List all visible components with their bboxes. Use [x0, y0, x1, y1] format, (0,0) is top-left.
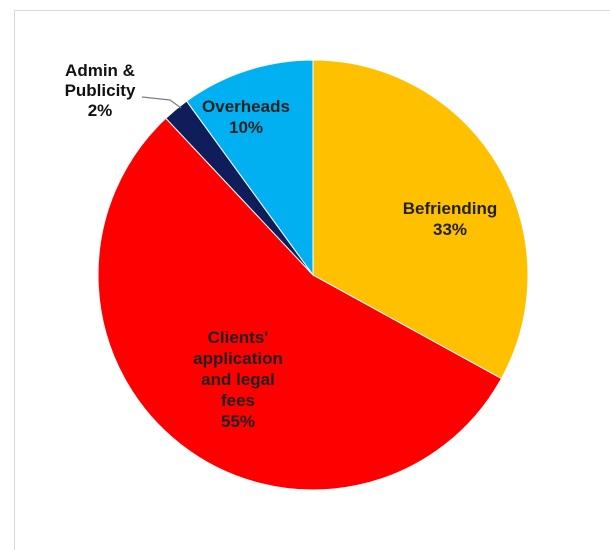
pie-chart: Befriending 33% Clients' application and leg…	[65, 59, 529, 491]
slice-category-label: Befriending	[403, 199, 497, 218]
pie-labels: Befriending 33% Clients' application and leg…	[65, 61, 498, 431]
slice-category-label: Publicity	[65, 81, 136, 100]
pie-slice-clients-application-and-legal-fees	[97, 117, 503, 491]
slice-label-clients-application-and-legal-fees: Clients' application and legal fees 55%	[193, 328, 283, 431]
pie-slices	[97, 59, 529, 491]
slice-category-label: Admin &	[65, 61, 135, 80]
slice-label-admin-publicity: Admin & Publicity 2%	[65, 61, 136, 120]
slice-value-label: 55%	[221, 412, 255, 431]
chart-area-border	[14, 10, 610, 550]
slice-category-label: Clients'	[208, 328, 269, 347]
admin-publicity-leader-line	[141, 96, 182, 109]
slice-value-label: 10%	[229, 118, 263, 137]
slice-value-label: 33%	[433, 220, 467, 239]
slice-value-label: 2%	[88, 101, 113, 120]
slice-label-befriending: Befriending 33%	[403, 199, 497, 239]
pie-slice-befriending	[312, 59, 529, 380]
slice-label-overheads: Overheads 10%	[202, 97, 290, 137]
slice-category-label: application	[193, 349, 283, 368]
slice-category-label: fees	[221, 391, 255, 410]
slice-category-label: and legal	[201, 370, 275, 389]
pie-slice-overheads	[185, 59, 314, 277]
slice-category-label: Overheads	[202, 97, 290, 116]
